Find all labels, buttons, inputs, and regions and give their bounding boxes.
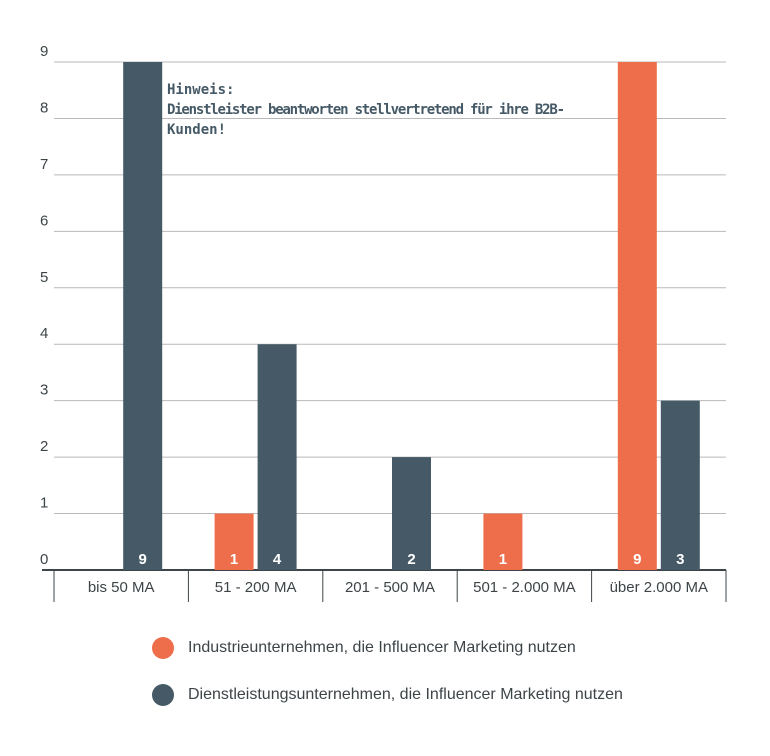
legend-swatch-dienstleistung bbox=[152, 684, 174, 706]
annotation-text: Kunden! bbox=[167, 122, 226, 138]
bar-value-label: 3 bbox=[676, 551, 684, 568]
y-tick-label: 3 bbox=[40, 382, 48, 399]
y-tick-label: 1 bbox=[40, 495, 48, 512]
bar bbox=[257, 344, 297, 570]
x-tick-label: 501 - 2.000 MA bbox=[473, 579, 576, 596]
bar-value-label: 1 bbox=[230, 551, 238, 568]
y-tick-label: 7 bbox=[40, 156, 48, 173]
bar-value-label: 9 bbox=[139, 551, 147, 568]
y-tick-label: 2 bbox=[40, 438, 48, 455]
x-tick-label: 201 - 500 MA bbox=[345, 579, 435, 596]
bar-value-label: 2 bbox=[407, 551, 415, 568]
bar bbox=[617, 62, 657, 570]
x-tick-label: 51 - 200 MA bbox=[215, 579, 297, 596]
legend-item-industrie: Industrieunternehmen, die Influencer Mar… bbox=[152, 637, 576, 659]
legend-item-dienstleistung: Dienstleistungsunternehmen, die Influenc… bbox=[152, 684, 623, 706]
annotation-text: Hinweis: bbox=[167, 82, 234, 98]
y-tick-label: 5 bbox=[40, 269, 48, 286]
bar bbox=[660, 400, 700, 570]
legend-swatch-industrie bbox=[152, 637, 174, 659]
bar-value-label: 4 bbox=[273, 551, 282, 568]
bar bbox=[214, 513, 254, 570]
y-tick-label: 9 bbox=[40, 43, 48, 60]
bar-value-label: 1 bbox=[499, 551, 507, 568]
bar-chart: 0 1 2 3 4 5 6 7 8 9 bis 50 MA 9 51 - 200 MA 1 4 201 - 5… bbox=[40, 43, 727, 602]
y-tick-label: 4 bbox=[40, 325, 48, 342]
y-tick-label: 0 bbox=[40, 551, 48, 568]
bar bbox=[392, 457, 431, 570]
x-tick-label: über 2.000 MA bbox=[610, 579, 708, 596]
legend-label-industrie: Industrieunternehmen, die Influencer Mar… bbox=[188, 639, 576, 656]
annotation-text: Dienstleister beantworten stellvertreten… bbox=[167, 102, 565, 118]
bar bbox=[483, 513, 523, 570]
bar-value-label: 9 bbox=[633, 551, 641, 568]
bar bbox=[123, 62, 163, 570]
y-tick-label: 8 bbox=[40, 99, 48, 116]
legend-label-dienstleistung: Dienstleistungsunternehmen, die Influenc… bbox=[188, 686, 623, 703]
y-tick-label: 6 bbox=[40, 212, 48, 229]
x-tick-label: bis 50 MA bbox=[88, 579, 155, 596]
